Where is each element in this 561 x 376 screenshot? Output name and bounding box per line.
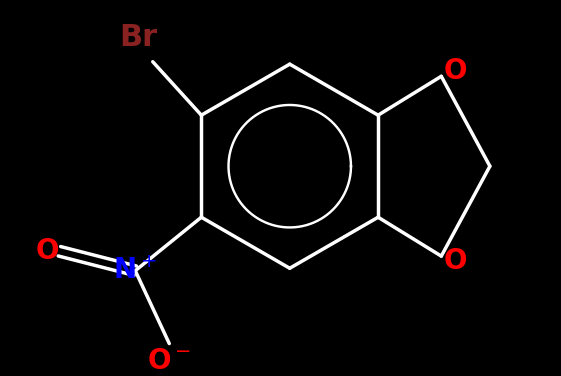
- Text: N$^+$: N$^+$: [113, 257, 157, 285]
- Text: O$^-$: O$^-$: [148, 347, 191, 375]
- Text: O: O: [443, 58, 467, 85]
- Text: O: O: [36, 237, 59, 265]
- Text: Br: Br: [119, 23, 157, 52]
- Text: O: O: [443, 247, 467, 275]
